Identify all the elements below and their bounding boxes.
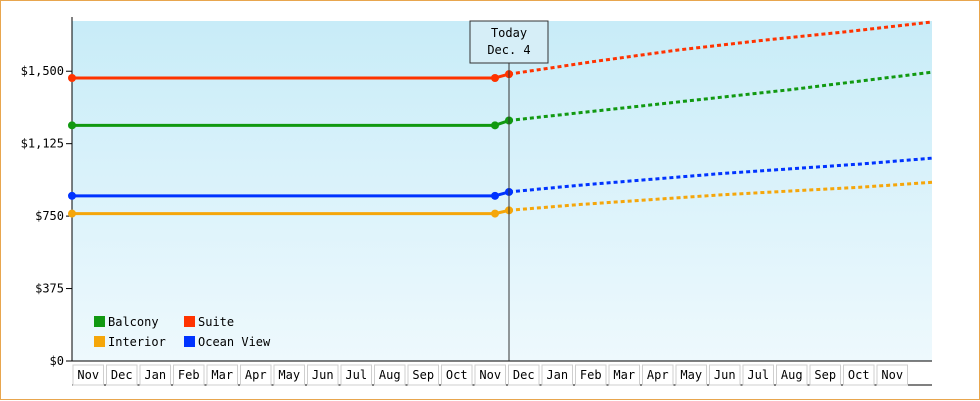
month-cell [876, 364, 908, 386]
legend-swatch [184, 336, 195, 347]
month-cell [709, 364, 741, 386]
month-cell [508, 364, 540, 386]
legend: Balcony Suite Interior Ocean View [94, 315, 271, 349]
legend-label: Interior [108, 335, 166, 349]
series-start-point [68, 121, 76, 130]
legend-label: Balcony [108, 315, 159, 329]
month-cell [642, 364, 674, 386]
month-cell [407, 364, 439, 386]
y-tick-label: $375 [35, 282, 64, 296]
month-cell [541, 364, 573, 386]
month-label: Nov [881, 368, 903, 382]
series-start-point [68, 73, 76, 82]
legend-label: Suite [198, 315, 234, 329]
month-label: Oct [446, 368, 468, 382]
month-cell [843, 364, 875, 386]
month-label: Nov [479, 368, 501, 382]
month-cell [776, 364, 808, 386]
today-marker: Today Dec. 4 [469, 20, 549, 361]
month-cell [139, 364, 171, 386]
today-label: Today [491, 26, 527, 40]
legend-label: Ocean View [198, 335, 271, 349]
month-label: Jan [546, 368, 568, 382]
y-tick-label: $0 [50, 354, 64, 368]
month-cell [206, 364, 238, 386]
series-start-point [68, 209, 76, 218]
month-label: Dec [513, 368, 535, 382]
series-forecast-line [508, 180, 933, 212]
month-cell [307, 364, 339, 386]
month-cell [72, 364, 104, 386]
month-cell [575, 364, 607, 386]
month-label: Mar [211, 368, 233, 382]
month-label: Feb [178, 368, 200, 382]
month-label: Sep [814, 368, 836, 382]
month-cell [675, 364, 707, 386]
month-cell [608, 364, 640, 386]
month-label: Aug [781, 368, 803, 382]
series-start-point [68, 191, 76, 200]
month-cell [106, 364, 138, 386]
month-cell [240, 364, 272, 386]
month-cell [474, 364, 506, 386]
series-forecast-line [508, 70, 933, 122]
month-label: May [680, 368, 702, 382]
month-label: Jul [747, 368, 769, 382]
month-label: Apr [245, 368, 267, 382]
month-cell [809, 364, 841, 386]
month-cell [340, 364, 372, 386]
series-forecast-line [508, 156, 933, 194]
today-box [469, 20, 549, 64]
legend-swatch [184, 316, 195, 327]
month-label: Aug [379, 368, 401, 382]
y-tick-label: $750 [35, 209, 64, 223]
legend-swatch [94, 336, 105, 347]
month-cell [441, 364, 473, 386]
month-label: Jul [345, 368, 367, 382]
series-lines [68, 20, 933, 218]
y-tick-label: $1,125 [21, 137, 64, 151]
month-label: Sep [412, 368, 434, 382]
month-label: May [278, 368, 300, 382]
month-label: Oct [848, 368, 870, 382]
today-label: Dec. 4 [487, 43, 530, 57]
month-label: Nov [77, 368, 99, 382]
month-cell [173, 364, 205, 386]
month-label: Jan [144, 368, 166, 382]
x-axis: Nov Dec Jan Feb Mar Apr May Jun Jul Aug Sep Oct Nov D… [72, 360, 932, 386]
month-cell [374, 364, 406, 386]
y-axis: $0 $375 $750 $1,125 $1,500 [21, 17, 73, 368]
legend-swatch [94, 316, 105, 327]
series-forecast-line [508, 20, 933, 76]
month-label: Apr [647, 368, 669, 382]
y-tick-label: $1,500 [21, 64, 64, 78]
month-cell [273, 364, 305, 386]
month-label: Mar [613, 368, 635, 382]
month-label: Jun [714, 368, 736, 382]
month-cell [742, 364, 774, 386]
month-label: Feb [580, 368, 602, 382]
month-label: Jun [312, 368, 334, 382]
month-label: Dec [111, 368, 133, 382]
